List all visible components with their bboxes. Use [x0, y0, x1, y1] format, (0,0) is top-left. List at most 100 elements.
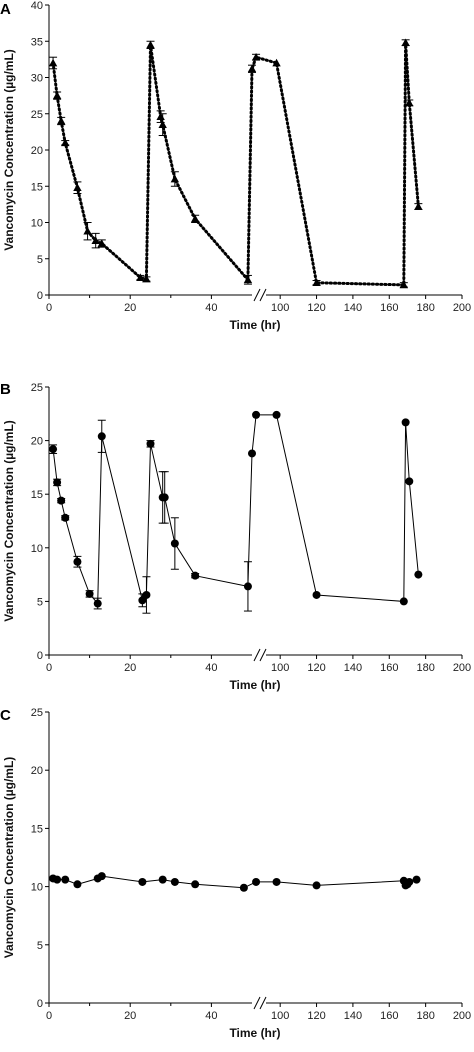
y-axis-title: Vancomycin Concentration (µg/mL) — [2, 49, 16, 251]
data-point — [252, 410, 261, 419]
data-point — [53, 478, 62, 487]
y-tick-label: 0 — [37, 290, 43, 302]
y-tick-label: 15 — [31, 181, 43, 193]
x-axis-title: Time (hr) — [229, 318, 280, 332]
y-tick-label: 5 — [37, 254, 43, 266]
data-point — [156, 112, 165, 121]
y-tick-label: 15 — [31, 823, 43, 835]
y-tick-label: 30 — [31, 73, 43, 85]
axis-break-mark — [253, 648, 261, 662]
data-point — [160, 493, 169, 502]
data-point — [399, 597, 408, 606]
data-point — [91, 236, 100, 244]
chart-panel-b: B 0 5 10 15 20 25 Vancomycin Concentration (µg/… — [0, 381, 471, 692]
data-point — [93, 599, 102, 608]
data-point — [142, 590, 151, 599]
x-axis-title: Time (hr) — [229, 1026, 280, 1040]
x-tick-label: 180 — [416, 302, 434, 314]
y-tick-label: 15 — [31, 489, 43, 501]
x-tick-label: 100 — [271, 662, 289, 674]
x-tick-label: 200 — [453, 662, 471, 674]
data-point — [49, 445, 58, 454]
data-point — [146, 40, 155, 49]
data-point — [146, 439, 155, 448]
data-point — [312, 881, 321, 890]
data-point — [57, 496, 66, 505]
y-tick-label: 35 — [31, 36, 43, 48]
data-point — [405, 98, 414, 107]
x-tick-label: 140 — [344, 302, 362, 314]
series-line — [52, 875, 417, 889]
x-tick-label: 100 — [271, 302, 289, 314]
axis-break-mark — [253, 288, 261, 302]
data-point — [136, 273, 145, 281]
x-tick-label: 160 — [380, 662, 398, 674]
x-tick-label: 40 — [205, 302, 217, 314]
data-point — [243, 275, 253, 284]
chart-panel-a: A 0 5 10 15 20 25 30 35 40 Vancomycin Concentratio… — [0, 0, 471, 332]
y-tick-label: 20 — [31, 765, 43, 777]
y-tick-label: 10 — [31, 882, 43, 894]
y-axis-title: Vancomycin Concentration (µg/mL) — [2, 420, 16, 622]
x-tick-label: 160 — [380, 302, 398, 314]
data-point — [85, 589, 94, 598]
data-point — [191, 571, 200, 580]
data-point — [412, 875, 421, 884]
data-point — [61, 513, 70, 522]
data-point — [73, 557, 82, 566]
axis-break-mark — [259, 996, 267, 1010]
x-tick-label: 20 — [124, 662, 136, 674]
y-tick-label: 20 — [31, 436, 43, 448]
y-tick-label: 10 — [31, 543, 43, 555]
y-tick-label: 0 — [37, 998, 43, 1010]
data-point — [247, 64, 257, 73]
data-point — [158, 120, 167, 128]
x-tick-label: 200 — [453, 302, 471, 314]
y-tick-label: 25 — [31, 109, 43, 121]
x-tick-label: 140 — [344, 662, 362, 674]
data-point — [401, 38, 410, 47]
data-point — [399, 280, 409, 289]
data-point — [61, 875, 70, 884]
x-tick-label: 180 — [416, 1010, 434, 1022]
chart-panel-c: C 0 5 10 15 20 25 Vancomycin Concentration (µg/… — [0, 707, 471, 1040]
data-point — [97, 872, 106, 881]
data-point — [142, 274, 151, 283]
panel-letter: C — [0, 707, 11, 724]
y-tick-label: 25 — [31, 382, 43, 394]
x-tick-label: 100 — [271, 1010, 289, 1022]
y-tick-label: 10 — [31, 218, 43, 230]
y-tick-label: 5 — [37, 596, 43, 608]
y-tick-label: 5 — [37, 940, 43, 952]
data-point — [401, 418, 410, 427]
x-axis-title: Time (hr) — [229, 678, 280, 692]
data-point — [170, 877, 179, 886]
data-point — [56, 116, 66, 125]
axis-break-mark — [259, 648, 267, 662]
y-tick-label: 20 — [31, 145, 43, 157]
data-point — [73, 880, 82, 889]
x-tick-label: 120 — [307, 302, 325, 314]
data-point — [52, 91, 62, 99]
data-point — [73, 183, 82, 192]
x-tick-label: 120 — [307, 662, 325, 674]
x-tick-label: 0 — [46, 1010, 52, 1022]
series-line — [51, 42, 420, 287]
x-tick-label: 40 — [205, 1010, 217, 1022]
data-point — [248, 449, 256, 458]
data-point — [97, 239, 106, 247]
data-point — [138, 877, 147, 886]
x-tick-label: 20 — [124, 1010, 136, 1022]
x-tick-label: 180 — [416, 662, 434, 674]
data-point — [272, 58, 281, 67]
data-point — [61, 138, 70, 147]
data-point — [158, 875, 167, 884]
data-point — [48, 58, 58, 67]
data-point — [405, 877, 414, 886]
data-point — [312, 590, 321, 599]
data-point — [252, 877, 261, 886]
data-point — [414, 570, 423, 579]
y-tick-label: 40 — [31, 0, 43, 12]
panel-letter: A — [0, 1, 11, 18]
